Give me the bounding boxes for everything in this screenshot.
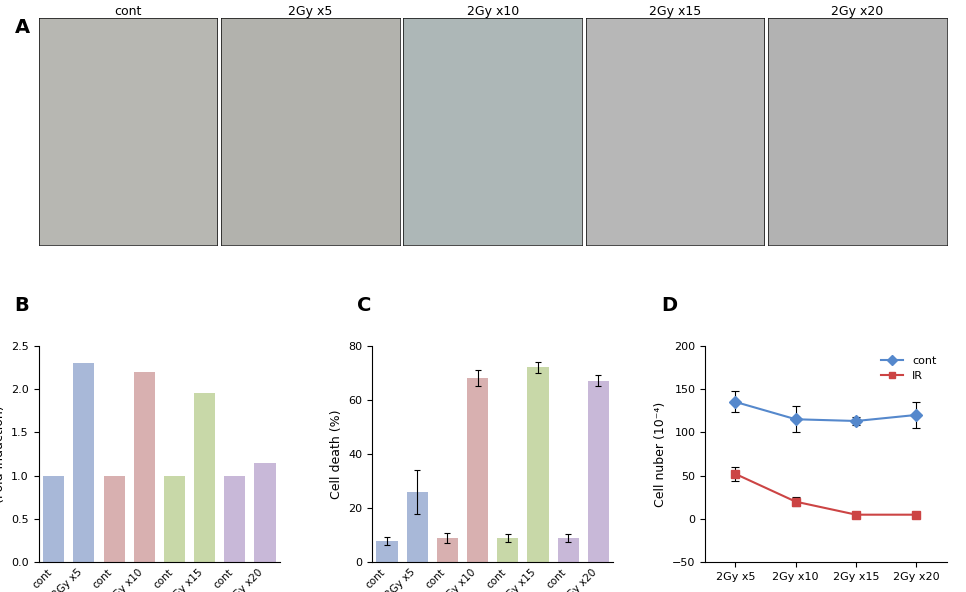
Legend: cont, IR: cont, IR xyxy=(877,351,941,385)
Bar xyxy=(437,538,458,562)
Bar xyxy=(103,475,125,562)
Y-axis label: Cell death (%): Cell death (%) xyxy=(329,409,343,498)
Bar xyxy=(133,372,155,562)
Text: C: C xyxy=(357,296,372,315)
Y-axis label: Number of cells/ field
(Fold induction): Number of cells/ field (Fold induction) xyxy=(0,387,6,521)
Title: 2Gy x15: 2Gy x15 xyxy=(649,5,701,18)
Y-axis label: Cell nuber (10⁻⁴): Cell nuber (10⁻⁴) xyxy=(654,401,667,507)
Bar xyxy=(254,462,275,562)
Title: 2Gy x5: 2Gy x5 xyxy=(288,5,332,18)
Title: 2Gy x20: 2Gy x20 xyxy=(831,5,884,18)
Text: A: A xyxy=(14,18,30,37)
Bar xyxy=(467,378,488,562)
Text: D: D xyxy=(662,296,678,315)
Bar xyxy=(224,475,245,562)
Bar xyxy=(194,393,215,562)
Bar xyxy=(377,540,398,562)
Bar xyxy=(73,363,95,562)
Bar xyxy=(407,492,428,562)
Text: B: B xyxy=(14,296,29,315)
Title: 2Gy x10: 2Gy x10 xyxy=(467,5,519,18)
Bar xyxy=(497,538,519,562)
Bar xyxy=(43,475,65,562)
Bar xyxy=(527,367,549,562)
Title: cont: cont xyxy=(114,5,142,18)
Bar xyxy=(164,475,185,562)
Bar xyxy=(587,381,609,562)
Bar xyxy=(557,538,579,562)
